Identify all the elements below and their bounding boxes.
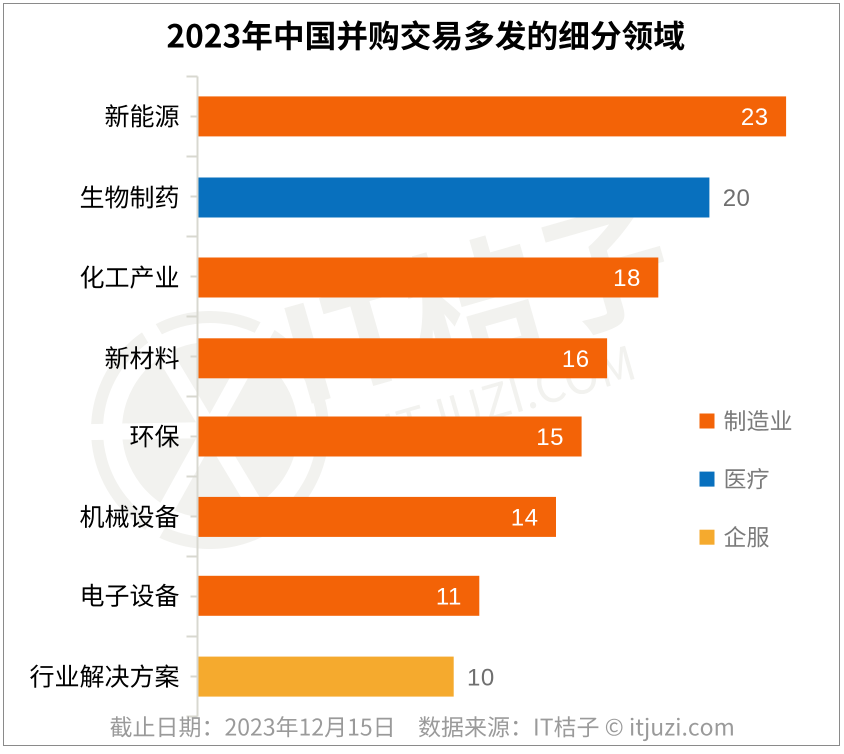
- svg-text:20: 20: [723, 185, 751, 212]
- svg-text:15: 15: [536, 424, 564, 451]
- svg-text:11: 11: [436, 584, 462, 611]
- svg-text:18: 18: [613, 265, 641, 292]
- svg-text:23: 23: [741, 104, 769, 131]
- svg-text:16: 16: [562, 346, 590, 373]
- svg-text:10: 10: [467, 664, 495, 691]
- svg-text:14: 14: [511, 505, 539, 532]
